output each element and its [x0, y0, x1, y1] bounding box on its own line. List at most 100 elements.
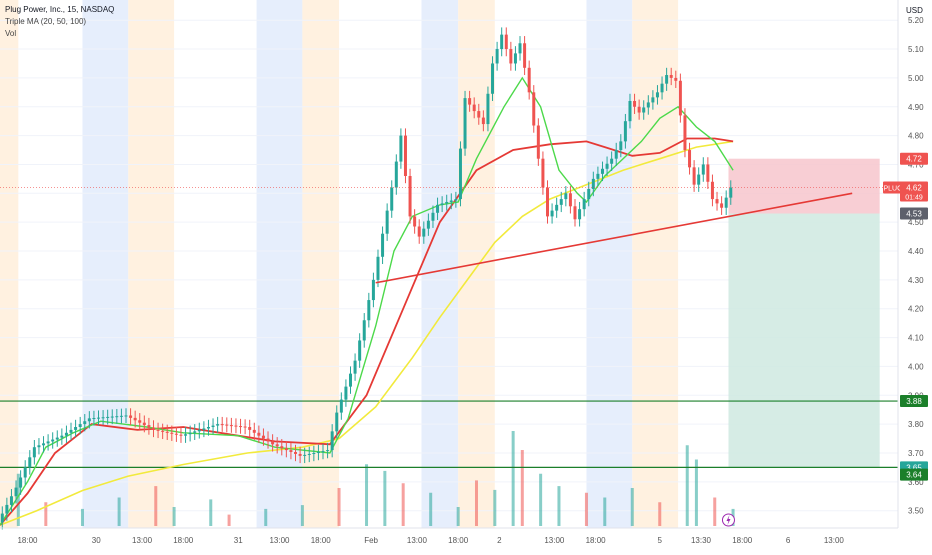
- position-zones[interactable]: [728, 158, 880, 468]
- ma-indicator-label[interactable]: Triple MA (20, 50, 100): [5, 17, 87, 26]
- candle-body: [261, 435, 265, 439]
- time-tick-label: 18:00: [173, 536, 194, 545]
- candle-body: [381, 233, 385, 257]
- volume-bar: [474, 480, 478, 526]
- stop-price-badge-bg: [900, 152, 928, 165]
- time-axis[interactable]: 18:00 30 13:00 18:00 31 13:00 18:00 Feb 13:00 18:…: [0, 527, 898, 545]
- price-tick-label: 5.10: [908, 45, 924, 54]
- candle-body: [715, 199, 719, 204]
- candle-body: [394, 161, 398, 188]
- volume-indicator-label[interactable]: Vol: [5, 29, 17, 38]
- candle-body: [706, 164, 710, 182]
- candle-body: [564, 193, 568, 200]
- candle-body: [0, 513, 4, 523]
- candle-body: [546, 187, 550, 217]
- volume-bar: [337, 488, 341, 526]
- candle-body: [129, 415, 133, 418]
- session-band: [586, 0, 633, 528]
- trendline-drawing[interactable]: [375, 192, 853, 284]
- volume-bar: [694, 459, 698, 526]
- session-band: [82, 0, 129, 528]
- time-tick-label: 13:00: [407, 536, 428, 545]
- candle-body: [216, 424, 220, 426]
- candle-body: [669, 75, 673, 78]
- candle-body: [184, 434, 188, 436]
- candle-body: [197, 429, 201, 432]
- candle-body: [665, 75, 669, 84]
- candle-body: [674, 77, 678, 81]
- candle-body: [559, 199, 563, 205]
- horizontal-levels[interactable]: [0, 400, 898, 469]
- price-tick-label: 3.70: [908, 449, 924, 458]
- candle-body: [271, 441, 275, 445]
- candle-body: [298, 453, 302, 456]
- volume-bar: [603, 497, 607, 526]
- support-trendline: [375, 192, 853, 284]
- candle-body: [119, 415, 123, 417]
- candle-body: [555, 204, 559, 211]
- time-tick-label: 2: [497, 536, 502, 545]
- candle-body: [87, 418, 91, 422]
- candle-body: [623, 121, 627, 142]
- volume-bar: [584, 492, 588, 526]
- candle-body: [454, 199, 458, 201]
- volume-bar: [16, 473, 20, 526]
- candle-body: [426, 220, 430, 229]
- candle-body: [692, 167, 696, 185]
- candle-body: [509, 49, 513, 64]
- candle-body: [399, 135, 403, 162]
- candle-body: [491, 63, 495, 94]
- candle-body: [303, 454, 307, 456]
- time-tick-label: 18:00: [732, 536, 753, 545]
- candle-body: [573, 206, 577, 220]
- candle-body: [225, 424, 229, 426]
- candle-body: [678, 80, 682, 116]
- lower-level-badge-bg: [900, 468, 928, 481]
- candle-body: [229, 425, 233, 427]
- take-profit-zone: [728, 213, 880, 468]
- time-tick-label: 13:00: [132, 536, 153, 545]
- time-tick-label: 18:00: [17, 536, 38, 545]
- candle-body: [280, 446, 284, 449]
- candle-body: [289, 450, 293, 453]
- candle-body: [202, 428, 206, 430]
- moving-averages: [0, 76, 734, 526]
- candle-body: [266, 438, 270, 442]
- candle-body: [587, 188, 591, 200]
- session-backgrounds: [0, 0, 679, 528]
- last-price-value: 4.62: [906, 184, 922, 193]
- candle-body: [243, 426, 247, 428]
- volume-bars: [16, 431, 735, 526]
- candle-body: [257, 432, 261, 436]
- candle-body: [568, 193, 572, 207]
- candle-body: [92, 418, 96, 419]
- symbol-title[interactable]: Plug Power, Inc., 15, NASDAQ: [5, 5, 115, 14]
- candle-body: [188, 432, 192, 435]
- price-series: [0, 27, 733, 530]
- candle-body: [541, 158, 545, 188]
- time-tick-label: 18:00: [448, 536, 469, 545]
- volume-bar: [557, 486, 561, 526]
- candle-body: [660, 83, 664, 93]
- candle-body: [294, 452, 298, 454]
- candle-body: [220, 424, 224, 426]
- candle-body: [472, 104, 476, 112]
- time-tick-label: 13:30: [691, 536, 712, 545]
- candle-body: [248, 427, 252, 430]
- entry-price-badge-bg: [900, 207, 928, 220]
- candle-body: [348, 373, 352, 387]
- candle-body: [523, 43, 527, 68]
- time-tick-label: 18:00: [311, 536, 332, 545]
- volume-bar: [264, 508, 268, 526]
- candle-body: [651, 97, 655, 103]
- price-tick-label: 4.00: [908, 362, 924, 371]
- volume-bar: [630, 488, 634, 526]
- volume-bar: [80, 508, 84, 526]
- candle-body: [642, 107, 646, 113]
- volume-bar: [383, 470, 387, 526]
- volume-bar: [658, 502, 662, 526]
- price-axis[interactable]: USD3.503.603.703.803.904.004.104.204.304…: [897, 0, 932, 550]
- candle-body: [156, 429, 160, 431]
- candle-body: [55, 437, 59, 440]
